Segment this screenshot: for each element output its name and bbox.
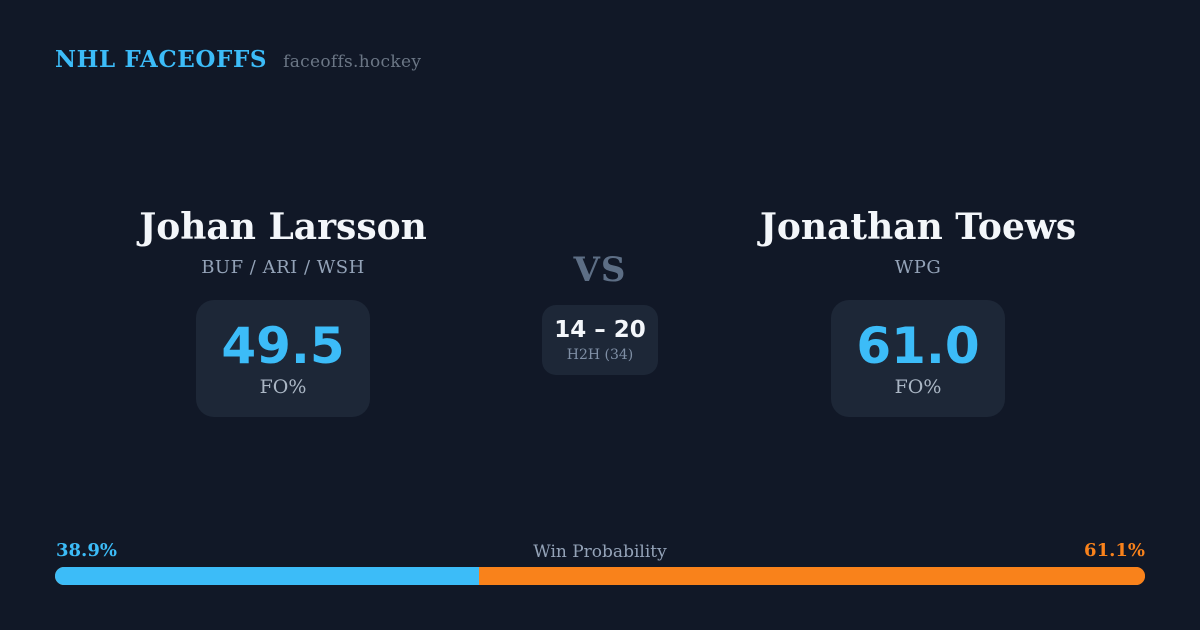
header: NHL FACEOFFS faceoffs.hockey (55, 46, 421, 73)
brand-title: NHL FACEOFFS (55, 46, 268, 73)
h2h-label: H2H (34) (566, 346, 634, 363)
site-domain: faceoffs.hockey (283, 52, 422, 72)
player-right-stat-value: 61.0 (856, 317, 980, 376)
h2h-score: 14 – 20 (554, 317, 646, 344)
h2h-card: 14 – 20 H2H (34) (542, 305, 658, 376)
win-probability-title: Win Probability (533, 542, 667, 562)
player-left-stat-value: 49.5 (221, 317, 345, 376)
versus-column: VS 14 – 20 H2H (34) (500, 250, 700, 376)
player-left-name: Johan Larsson (139, 206, 427, 248)
player-right-stat-label: FO% (894, 375, 942, 398)
player-left-stat-card: 49.5 FO% (196, 300, 370, 418)
win-probability-right-pct: 61.1% (1084, 540, 1145, 561)
win-probability-bar (55, 567, 1145, 585)
player-left-stat-label: FO% (259, 375, 307, 398)
win-probability-bar-left (55, 567, 479, 585)
player-left-column: Johan Larsson BUF / ARI / WSH 49.5 FO% (103, 206, 463, 418)
player-right-stat-card: 61.0 FO% (831, 300, 1005, 418)
vs-label: VS (573, 250, 627, 290)
win-probability-left-pct: 38.9% (56, 540, 117, 561)
win-probability-bar-right (479, 567, 1145, 585)
player-right-column: Jonathan Toews WPG 61.0 FO% (738, 206, 1098, 418)
player-right-name: Jonathan Toews (759, 206, 1077, 248)
player-left-teams: BUF / ARI / WSH (201, 257, 365, 279)
player-right-teams: WPG (894, 257, 942, 279)
